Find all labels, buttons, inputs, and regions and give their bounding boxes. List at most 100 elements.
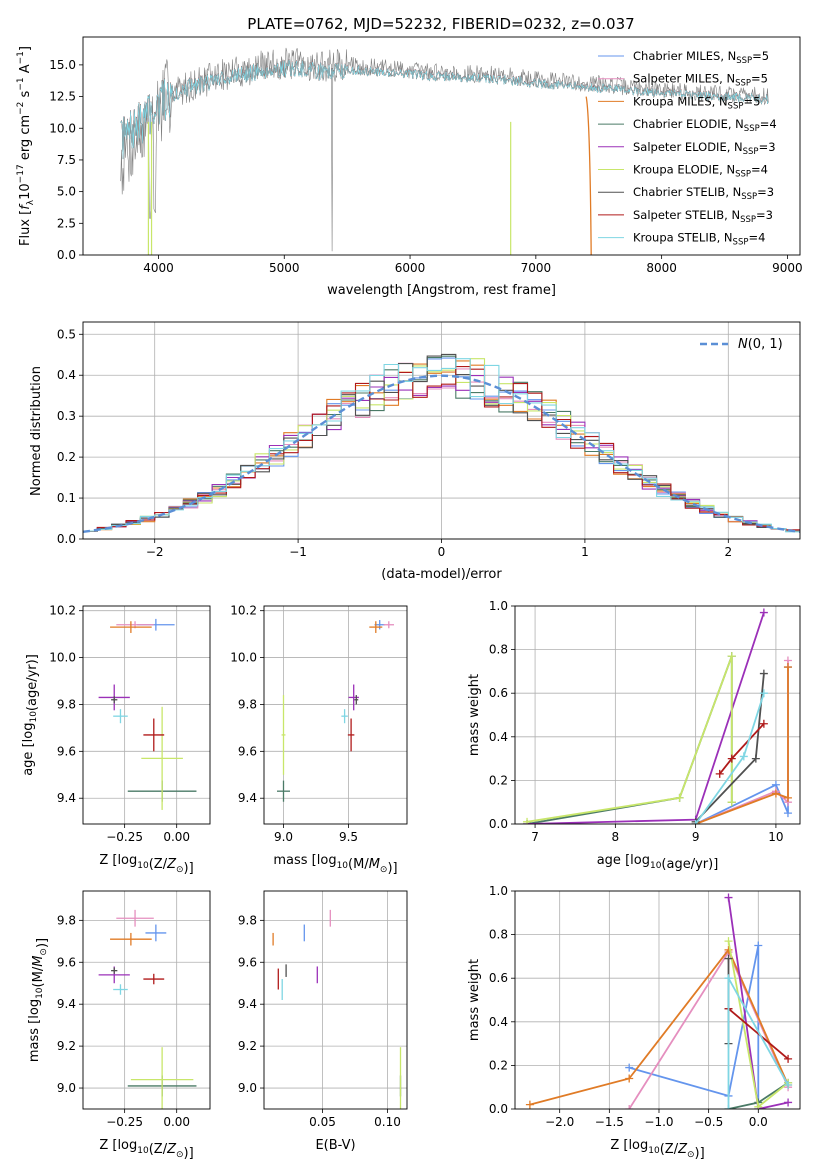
error-bar-point — [347, 718, 355, 752]
label-sub: 10 — [35, 987, 45, 999]
legend: N(0, 1) — [700, 337, 783, 352]
weight-line — [695, 660, 789, 824]
y-tick-label: 9.8 — [57, 697, 76, 711]
axes-frame — [514, 890, 801, 1110]
weight-line — [529, 948, 789, 1106]
x-tick-label: 0.0 — [749, 1115, 768, 1129]
y-tick-label: 5.0 — [57, 185, 76, 199]
error-bar-point — [281, 695, 286, 775]
error-bar-point — [113, 709, 128, 724]
weight-marker — [625, 1105, 634, 1109]
y-tick-label: 0.0 — [57, 248, 76, 262]
error-bar-point — [116, 909, 154, 927]
y-tick-label: 9.8 — [238, 697, 257, 711]
histogram-series — [83, 357, 800, 532]
y-tick-label: 9.6 — [57, 955, 76, 969]
x-axis-label: age [log10(age/yr)] — [597, 853, 719, 872]
label-part: M — [369, 857, 380, 872]
weight-marker — [754, 941, 763, 950]
x-tick-label: 2 — [724, 545, 732, 559]
weight-marker — [523, 817, 532, 824]
axes-frame — [263, 890, 408, 1110]
x-axis-label: Z [log10(Z/Z⊙)] — [610, 1138, 704, 1161]
legend-label: Kroupa MILES, NSSP=5 — [633, 94, 760, 111]
histogram-series — [83, 362, 800, 532]
histogram-series — [83, 366, 800, 532]
y-tick-label: 9.2 — [238, 1039, 257, 1053]
label-part: −1 — [16, 77, 26, 90]
legend-label-sub: SSP — [740, 215, 756, 225]
label-sub: ⊙ — [176, 1150, 184, 1160]
weight-marker — [727, 754, 736, 763]
axes-frame — [82, 321, 801, 540]
y-tick-label: 9.6 — [238, 744, 257, 758]
x-tick-label: −0.5 — [694, 1115, 723, 1129]
x-tick-label: 10 — [768, 830, 783, 844]
plot-area — [98, 618, 197, 810]
legend-label-sub: SSP — [728, 101, 744, 111]
model-dropout-line — [585, 96, 592, 255]
label-part: )] — [184, 861, 194, 876]
label-sub: 10 — [650, 861, 662, 871]
weight-marker — [724, 945, 733, 954]
legend-label: Chabrier STELIB, NSSP=3 — [633, 185, 774, 202]
x-tick-label: 0.00 — [163, 1115, 190, 1129]
weight-marker — [525, 1100, 534, 1109]
axes-frame — [82, 890, 211, 1110]
label-part: (Z/ — [149, 1142, 168, 1157]
legend-label-part: (0, 1) — [748, 337, 783, 352]
error-bar-point — [141, 706, 183, 810]
label-part: s — [18, 90, 33, 101]
label-sub: ⊙ — [687, 1150, 695, 1160]
plot-area — [83, 353, 800, 533]
label-part: Z — [166, 1142, 177, 1157]
legend-label-sub: SSP — [741, 192, 757, 202]
y-axis-label: age [log10(age/yr)] — [21, 654, 40, 776]
label-part: A — [18, 64, 33, 77]
legend-label-part: =3 — [757, 185, 774, 199]
axes-mass-vs-EBV: 0.05 0.10 9.0 9.2 9.4 9.6 9.8 E(B-V) — [238, 890, 408, 1153]
weight-marker — [625, 1074, 634, 1083]
legend-label-part: Kroupa MILES, N — [633, 94, 728, 108]
label-part: age [ — [597, 853, 630, 868]
weight-series — [523, 652, 736, 824]
weight-marker — [724, 893, 733, 902]
y-tick-label: 9.8 — [57, 913, 76, 927]
error-bar-point — [145, 924, 167, 942]
model-spectrum-line — [120, 59, 769, 160]
x-axis-label: E(B-V) — [315, 1138, 355, 1153]
label-part: log — [630, 853, 650, 868]
plot-area — [272, 909, 402, 1109]
error-bar-point — [111, 967, 118, 974]
plot-area — [98, 909, 197, 1109]
x-axis-label: Z [log10(Z/Z⊙)] — [99, 853, 193, 876]
axes-frame — [82, 36, 801, 256]
axes-mass-weight-vs-Z: −2.0 −1.5 −1.0 −0.5 0.0 0.0 0.2 0.4 0.6 0.8 1.0 Z [… — [467, 884, 801, 1161]
label-sub: 10 — [648, 1146, 660, 1156]
y-tick-label: 0.0 — [489, 1102, 508, 1116]
label-part: Z [ — [610, 1138, 628, 1153]
observed-spectrum-line — [120, 47, 769, 252]
error-bar-point — [113, 984, 128, 995]
legend-label-part: =4 — [748, 231, 765, 245]
error-bar-point — [110, 621, 152, 633]
y-tick-label: 9.0 — [238, 1081, 257, 1095]
y-tick-label: 9.8 — [238, 913, 257, 927]
axes-frame — [263, 605, 408, 825]
label-part: Z [ — [99, 853, 117, 868]
error-bar-point — [277, 780, 290, 802]
legend-label-part: =3 — [759, 140, 776, 154]
axes-spectrum: 4000 5000 6000 7000 8000 9000 0.0 2.5 5.0 7.5 10.0… — [16, 36, 803, 298]
label-part: 10 — [18, 183, 33, 200]
legend-label: Salpeter ELODIE, NSSP=3 — [633, 140, 776, 157]
axes-age-vs-mass: 9.0 9.5 9.4 9.6 9.8 10.0 10.2 mass [log10(M/M⊙)… — [230, 604, 408, 876]
label-sub: 10 — [337, 861, 349, 871]
weight-line — [695, 667, 789, 824]
plot-area — [525, 893, 793, 1109]
y-tick-label: 10.0 — [230, 651, 257, 665]
error-bar-point — [369, 621, 383, 633]
legend-label-part: =5 — [743, 94, 760, 108]
legend-label: Salpeter STELIB, NSSP=3 — [633, 208, 773, 225]
weight-marker — [759, 689, 768, 698]
